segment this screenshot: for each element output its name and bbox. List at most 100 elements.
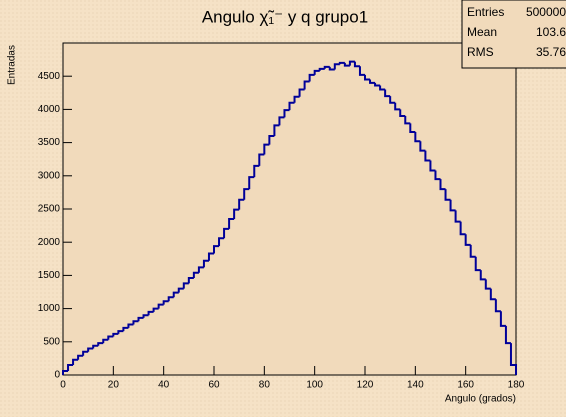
bin	[152, 307, 159, 312]
bin	[399, 109, 406, 118]
x-tick-label: 180	[508, 380, 525, 391]
bin	[494, 299, 501, 313]
bin	[434, 170, 441, 181]
y-axis-label: Entradas	[7, 45, 18, 85]
bin	[67, 364, 74, 372]
bin	[132, 320, 139, 325]
bin	[308, 73, 315, 82]
bin	[369, 79, 376, 84]
bin	[384, 89, 391, 98]
bin	[364, 74, 371, 81]
x-tick-label: 40	[158, 380, 170, 391]
bin	[429, 160, 436, 172]
bin	[263, 143, 270, 155]
x-tick-label: 80	[259, 380, 271, 391]
bin	[499, 311, 506, 327]
bin	[122, 326, 129, 332]
bin	[213, 245, 220, 254]
bin	[283, 109, 290, 118]
bin	[484, 279, 491, 290]
bin	[464, 234, 471, 246]
bin	[167, 296, 174, 302]
y-tick-label: 3000	[38, 170, 61, 181]
x-tick-label: 20	[108, 380, 120, 391]
bin	[87, 347, 94, 352]
bin	[409, 123, 416, 133]
bin	[207, 252, 214, 261]
bin	[243, 188, 250, 200]
bin	[379, 85, 386, 91]
bin	[228, 217, 235, 229]
bin	[348, 60, 355, 66]
stats-value: 103.6	[536, 25, 566, 39]
bin	[474, 256, 481, 272]
stats-frame	[461, 0, 566, 69]
bin	[509, 343, 517, 375]
bin	[248, 176, 255, 190]
bin	[328, 66, 335, 71]
bin	[469, 244, 476, 258]
x-tick-label: 120	[357, 380, 374, 391]
bin	[72, 358, 79, 366]
bin	[187, 277, 194, 284]
bin	[137, 316, 144, 322]
x-tick-label: 160	[457, 380, 474, 391]
bin	[278, 116, 285, 126]
bin	[177, 287, 184, 293]
stats-box: Entries 500000 Mean 103.6 RMS 35.76	[461, 0, 566, 69]
bin	[127, 323, 134, 328]
bin	[92, 344, 99, 349]
bin	[182, 282, 189, 289]
bin	[142, 314, 149, 318]
x-tick-label: 0	[60, 380, 66, 391]
bin	[233, 208, 240, 219]
bin	[404, 116, 411, 125]
y-tick-label: 0	[54, 370, 60, 381]
bin	[97, 342, 104, 346]
x-tick-label: 60	[208, 380, 220, 391]
stats-value: 35.76	[536, 45, 566, 59]
y-tick-label: 1500	[38, 270, 61, 281]
y-tick-label: 1000	[38, 303, 61, 314]
bin	[504, 325, 511, 345]
x-tick-label: 140	[407, 380, 424, 391]
bin	[107, 335, 114, 340]
stats-label: RMS	[467, 45, 494, 59]
bin	[162, 300, 169, 305]
bin	[454, 210, 461, 223]
bin	[253, 164, 260, 178]
bin	[313, 69, 320, 75]
bin	[293, 95, 300, 103]
bin	[389, 96, 396, 104]
bin	[353, 61, 360, 68]
y-tick-label: 3500	[38, 137, 61, 148]
bin	[202, 259, 209, 268]
bin	[394, 102, 401, 111]
bin	[374, 82, 381, 87]
y-tick-label: 2500	[38, 204, 61, 215]
bin	[258, 153, 265, 166]
bin	[223, 227, 230, 239]
y-tick-label: 4500	[38, 71, 61, 82]
bin	[172, 291, 179, 298]
bin	[338, 61, 345, 65]
bin	[303, 80, 310, 90]
stats-label: Entries	[467, 5, 504, 19]
bin	[157, 303, 164, 309]
histogram	[62, 60, 517, 375]
bin	[288, 101, 295, 111]
x-tick-label: 100	[306, 380, 323, 391]
y-tick-label: 2000	[38, 237, 61, 248]
bin	[268, 134, 275, 145]
bin	[479, 270, 486, 281]
x-axis-label: Angulo (grados)	[445, 394, 516, 405]
bin	[459, 221, 466, 236]
bin	[424, 150, 431, 162]
bin	[358, 66, 365, 76]
bin	[238, 198, 245, 210]
bin	[439, 179, 446, 191]
bin	[117, 330, 124, 334]
bin	[489, 288, 496, 301]
bin	[147, 310, 154, 316]
